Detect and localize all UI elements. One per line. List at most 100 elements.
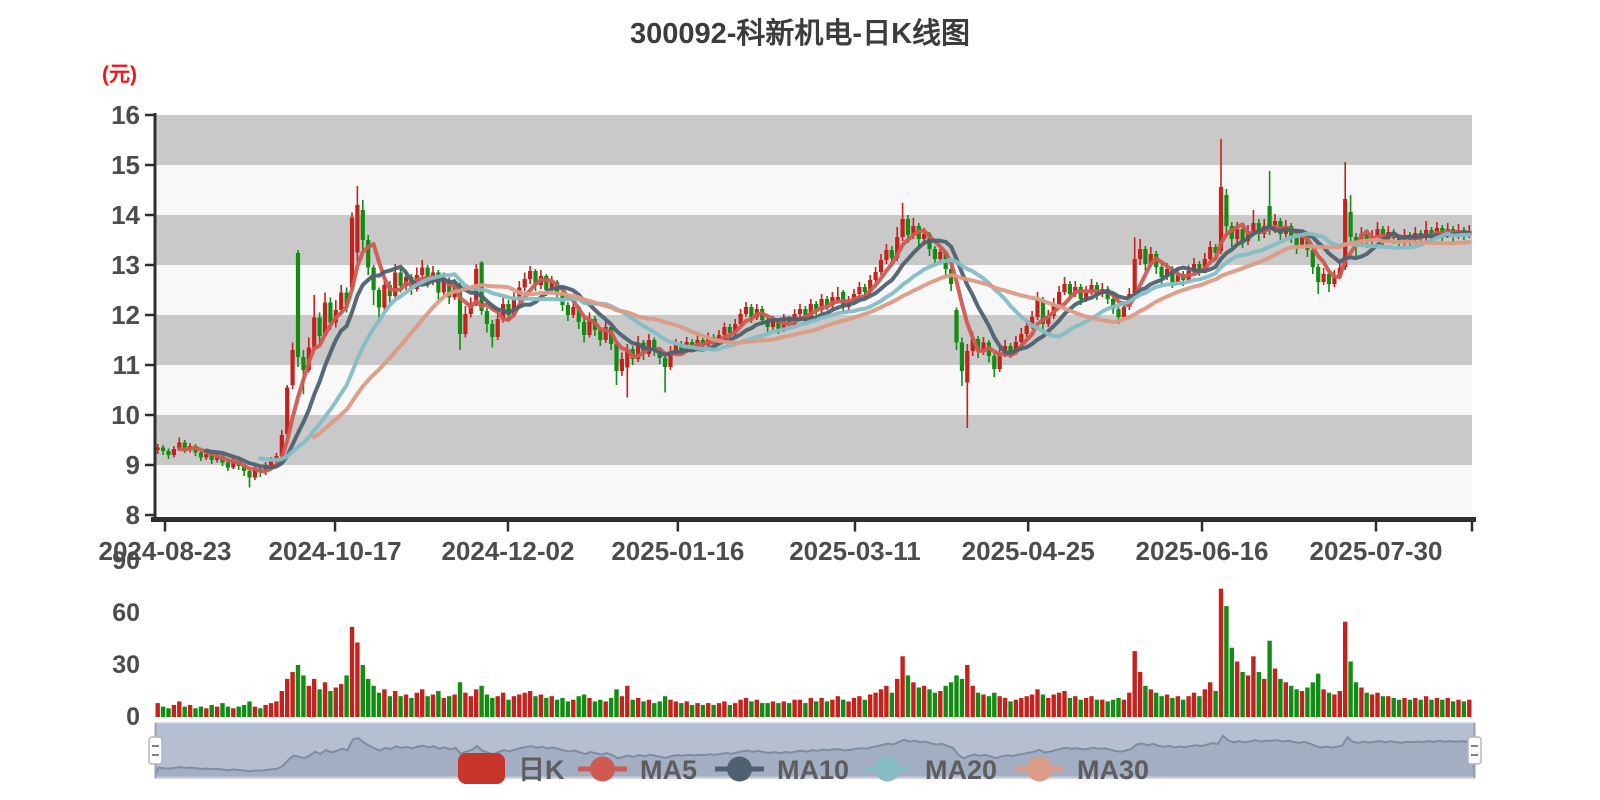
volume-bar — [317, 689, 322, 717]
volume-bar — [1062, 691, 1067, 717]
candle-body — [1164, 269, 1170, 277]
line-legend-dot-icon — [1027, 756, 1052, 782]
candle-body — [463, 314, 468, 334]
candle-body — [862, 287, 867, 292]
volume-bar — [511, 696, 517, 717]
candle-body — [738, 314, 743, 324]
legend-item-ma5[interactable]: MA5 — [578, 755, 697, 785]
candle-body — [1040, 300, 1045, 324]
candle-body — [743, 307, 749, 314]
price-axes: 16 15 14 13 12 11 10 9 8 2024-08-23 2024-10-17 2024… — [99, 100, 1476, 566]
volume-bar — [387, 696, 392, 717]
volume-bar — [652, 703, 657, 717]
candle-body — [565, 305, 570, 315]
volume-bar — [403, 694, 409, 717]
volume-bar — [787, 703, 792, 717]
volume-bar — [1240, 671, 1245, 717]
navigator-left-handle[interactable] — [148, 736, 163, 765]
volume-bar — [554, 699, 560, 717]
x-axis-label: 2024-12-02 — [441, 536, 574, 566]
legend-item-ma20[interactable]: MA20 — [863, 755, 997, 785]
volume-bar — [1353, 682, 1359, 717]
volume-bar — [409, 697, 414, 717]
volume-bar — [533, 696, 538, 717]
volume-bar — [1299, 691, 1305, 717]
candle-body — [625, 349, 630, 368]
grid-stripe — [155, 115, 1472, 165]
volume-bar — [797, 699, 803, 717]
candle-body — [1375, 229, 1380, 236]
legend-item-ma10[interactable]: MA10 — [715, 755, 849, 785]
volume-bar — [1440, 699, 1445, 717]
candle-body — [824, 299, 830, 305]
candle-body — [1175, 274, 1180, 282]
volume-bar — [290, 671, 295, 717]
candle-body — [425, 267, 430, 281]
candle-body — [1240, 229, 1245, 241]
legend-item-日k[interactable]: 日K — [458, 753, 565, 785]
volume-bar — [662, 696, 668, 717]
volume-bar — [1369, 694, 1375, 717]
volume-bar — [581, 694, 587, 717]
volume-bar — [328, 691, 333, 717]
volume-axis: 90 60 30 0 — [112, 547, 140, 731]
candle-body — [857, 287, 862, 294]
volume-bar — [1208, 682, 1213, 717]
volume-bar — [743, 697, 749, 717]
volume-bar — [1040, 694, 1046, 717]
candle-body — [1030, 317, 1035, 326]
volume-bar — [484, 694, 490, 717]
volume-bar — [868, 694, 873, 717]
navigator-right-handle[interactable] — [1467, 736, 1482, 765]
candle-body — [209, 454, 214, 460]
volume-bar — [921, 685, 927, 717]
candle-body — [1035, 300, 1040, 317]
candle-body — [1364, 234, 1369, 242]
candle-body — [355, 205, 360, 253]
line-legend-dot-icon — [727, 756, 752, 782]
volume-bar — [630, 699, 635, 717]
candle-body — [182, 442, 187, 450]
volume-bar — [927, 689, 932, 717]
volume-bar — [1445, 697, 1450, 717]
candle-body — [1089, 285, 1094, 292]
candle-body — [204, 454, 209, 458]
volume-bar — [619, 696, 625, 717]
volume-bar — [193, 708, 198, 717]
volume-bar — [1316, 673, 1321, 717]
grid-stripe — [155, 165, 1472, 215]
candlestick-legend-icon — [458, 753, 505, 784]
volume-bar — [1137, 671, 1143, 717]
candle-body — [700, 340, 705, 345]
volume-bar — [393, 691, 398, 717]
candle-body — [873, 272, 878, 280]
candle-body — [1024, 326, 1029, 334]
volume-bar — [1413, 697, 1418, 717]
volume-bar — [873, 692, 878, 717]
legend-item-label: MA30 — [1077, 755, 1149, 785]
volume-bar — [463, 692, 468, 717]
legend-item-ma30[interactable]: MA30 — [1015, 755, 1149, 785]
volume-bar — [592, 701, 598, 717]
volume-bar — [1094, 699, 1100, 717]
volume-bar — [241, 704, 247, 717]
candle-body — [673, 344, 678, 352]
candle-body — [1191, 264, 1197, 271]
candle-body — [1121, 307, 1126, 317]
candle-body — [1084, 292, 1089, 299]
volume-bar — [452, 694, 457, 717]
legend-item-label: MA10 — [777, 755, 849, 785]
volume-bar — [457, 682, 463, 717]
candle-body — [328, 302, 333, 323]
candle-body — [922, 234, 927, 239]
grid-stripe — [155, 315, 1472, 365]
candle-body — [1116, 309, 1121, 317]
candle-body — [808, 304, 813, 317]
y-axis-label: 13 — [111, 250, 140, 280]
volume-bar — [220, 703, 225, 717]
candle-body — [911, 226, 916, 235]
volume-bar — [781, 701, 786, 717]
volume-bar — [1191, 692, 1197, 717]
candle-body — [544, 276, 549, 290]
grid-stripe — [155, 415, 1472, 465]
